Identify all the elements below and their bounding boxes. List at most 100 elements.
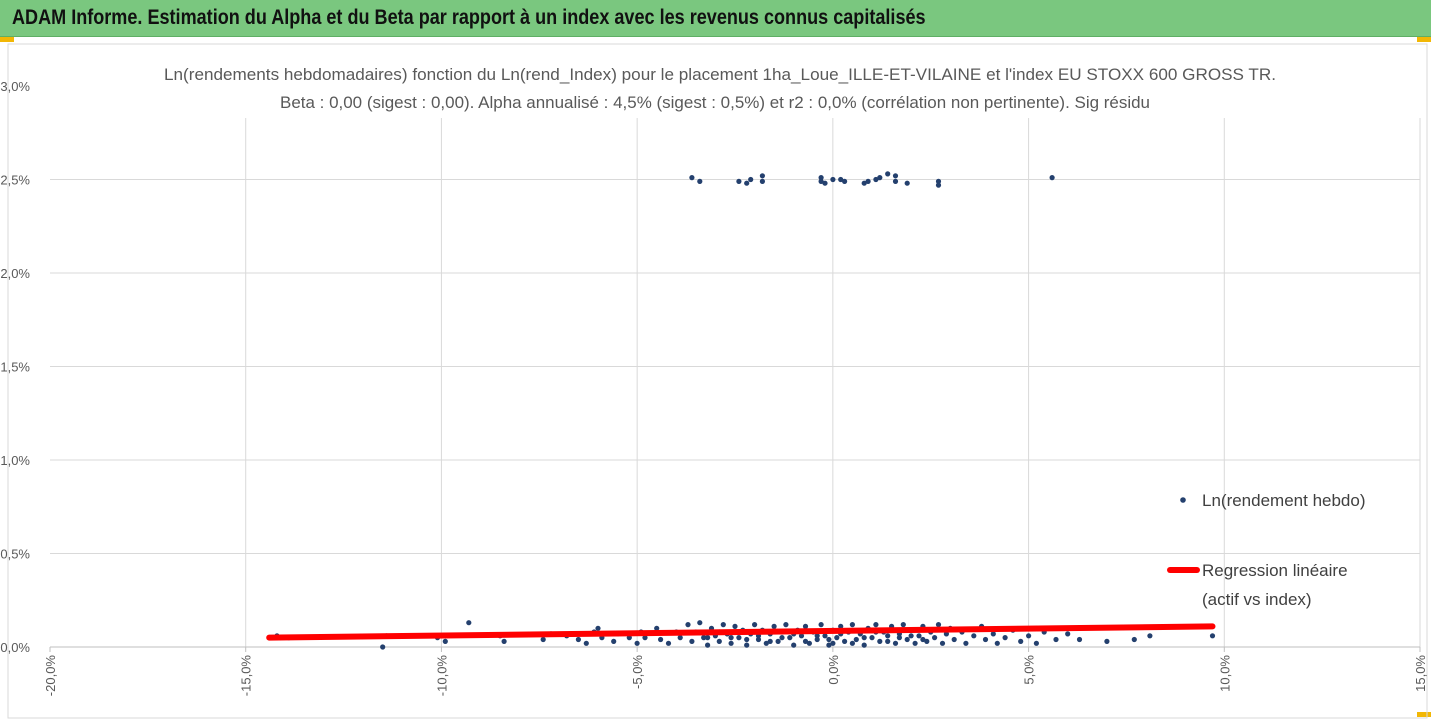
scatter-point xyxy=(873,176,879,183)
legend-marker-scatter xyxy=(1180,497,1186,503)
scatter-point xyxy=(896,635,903,641)
scatter-point xyxy=(830,640,836,646)
y-tick-label: 1,5% xyxy=(0,360,30,375)
scatter-point xyxy=(920,636,926,643)
scatter-point xyxy=(877,175,883,181)
scatter-point xyxy=(1209,633,1216,639)
scatter-point xyxy=(1104,638,1110,645)
plot-border xyxy=(7,43,1428,719)
scatter-point xyxy=(501,638,507,645)
y-tick-label: 2,5% xyxy=(0,173,30,188)
scatter-point xyxy=(904,180,910,186)
x-tick-label: 15,0% xyxy=(1413,655,1428,692)
scatter-point xyxy=(908,633,914,639)
scatter-point xyxy=(685,622,691,628)
scatter-point xyxy=(830,176,836,183)
scatter-point xyxy=(932,635,938,641)
scatter-point xyxy=(885,633,891,639)
scatter-point xyxy=(1053,636,1059,643)
scatter-point xyxy=(787,635,793,641)
scatter-point xyxy=(885,638,891,645)
scatter-point xyxy=(826,642,832,648)
scatter-point xyxy=(982,636,989,643)
scatter-point xyxy=(814,636,820,643)
scatter-point xyxy=(1049,175,1055,181)
scatter-point xyxy=(783,622,789,628)
report-header: ADAM Informe. Estimation du Alpha et du … xyxy=(0,0,1431,37)
scatter-point xyxy=(892,640,899,646)
scatter-point xyxy=(853,636,859,643)
scatter-point xyxy=(697,620,703,626)
scatter-point xyxy=(1076,636,1083,643)
scatter-point xyxy=(818,622,824,628)
scatter-point xyxy=(814,633,820,639)
scatter-point xyxy=(842,638,848,645)
scatter-point xyxy=(822,180,828,186)
scatter-point xyxy=(892,173,899,179)
x-tick-label: 10,0% xyxy=(1217,655,1232,692)
scatter-point xyxy=(752,622,758,628)
y-tick-label: 0,5% xyxy=(0,547,30,562)
scatter-point xyxy=(861,635,867,641)
x-tick-label: 0,0% xyxy=(826,655,841,685)
scatter-points xyxy=(266,171,1216,650)
scatter-point xyxy=(701,635,707,641)
scatter-point xyxy=(642,635,648,641)
y-tick-label: 3,0% xyxy=(0,79,30,94)
scatter-point xyxy=(767,638,773,645)
scatter-point xyxy=(744,180,750,186)
scatter-point xyxy=(665,640,672,646)
scatter-point xyxy=(990,631,996,637)
scatter-point xyxy=(720,622,726,628)
scatter-point xyxy=(861,642,867,648)
scatter-point xyxy=(912,640,918,646)
scatter-point xyxy=(924,638,930,645)
scatter-point xyxy=(892,178,899,184)
scatter-point xyxy=(736,178,742,184)
scatter-point xyxy=(818,178,824,184)
scatter-point xyxy=(798,633,805,639)
scatter-point xyxy=(583,640,589,646)
legend-label-regression: Regression linéaire xyxy=(1202,561,1348,580)
scatter-point xyxy=(818,175,824,181)
scatter-point xyxy=(771,623,777,630)
y-tick-label: 2,0% xyxy=(0,266,30,281)
scatter-point xyxy=(951,636,957,643)
scatter-point xyxy=(763,640,769,646)
scatter-point xyxy=(877,638,883,645)
y-tick-label: 0,0% xyxy=(0,640,30,655)
scatter-point xyxy=(677,635,683,641)
x-tick-label: -5,0% xyxy=(630,655,645,689)
scatter-point xyxy=(759,178,766,184)
scatter-point xyxy=(935,178,942,184)
scatter-point xyxy=(842,178,848,184)
x-tick-label: -20,0% xyxy=(43,655,58,697)
corner-mark-bottom-right xyxy=(1417,712,1431,717)
scatter-point xyxy=(634,640,640,646)
scatter-point xyxy=(802,623,809,630)
legend: Ln(rendement hebdo) Regression linéaire (a… xyxy=(1167,491,1366,609)
scatter-point xyxy=(838,623,844,630)
scatter-point xyxy=(595,625,601,631)
scatter-point xyxy=(791,642,797,648)
scatter-point xyxy=(744,636,750,643)
scatter-point xyxy=(775,638,781,645)
corner-mark-top-right xyxy=(1417,37,1431,42)
scatter-point xyxy=(963,640,969,646)
scatter-point xyxy=(1018,638,1024,645)
scatter-point xyxy=(575,636,582,643)
scatter-point xyxy=(849,640,856,646)
scatter-point xyxy=(904,636,910,643)
x-tick-label: -10,0% xyxy=(434,655,449,697)
x-tick-label: -15,0% xyxy=(239,655,254,697)
scatter-point xyxy=(744,642,750,648)
scatter-point xyxy=(865,178,871,184)
scatter-point xyxy=(1131,636,1137,643)
scatter-point xyxy=(466,620,472,626)
scatter-point xyxy=(611,638,617,645)
scatter-point xyxy=(1002,635,1008,641)
scatter-point xyxy=(826,636,832,643)
scatter-point xyxy=(834,635,840,641)
scatter-point xyxy=(716,638,722,645)
